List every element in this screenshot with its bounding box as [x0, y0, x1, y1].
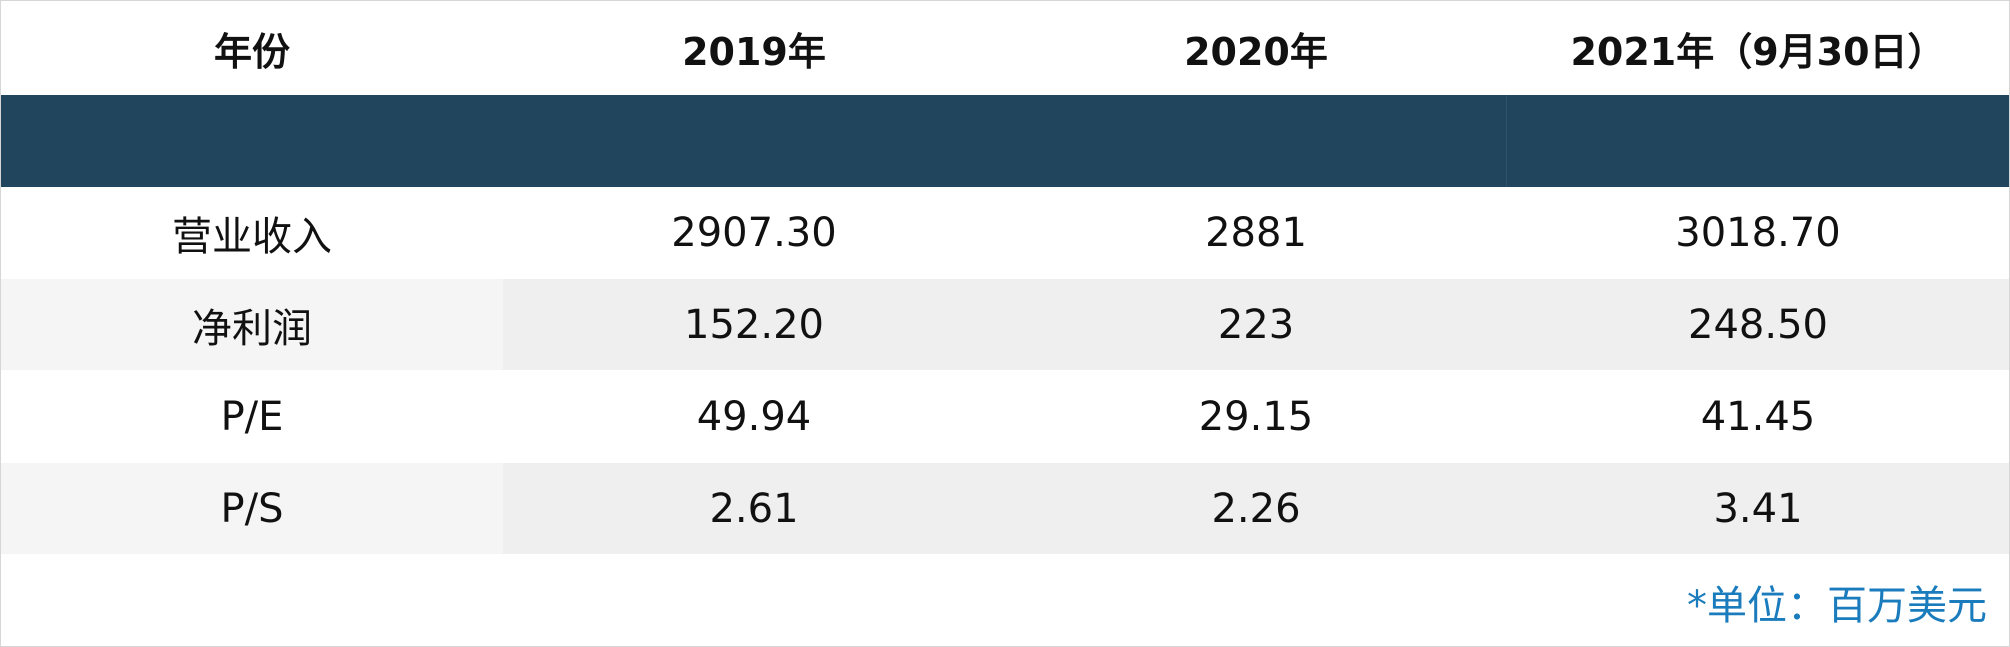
header-band — [1, 95, 2009, 187]
band-divider — [1506, 95, 1507, 187]
table-row: P/E 49.94 29.15 41.45 — [1, 371, 2009, 462]
row-label: P/E — [220, 393, 284, 440]
table-cell: 223 — [1005, 279, 1507, 370]
band-part — [1507, 95, 2009, 187]
table-cell: 2881 — [1205, 209, 1307, 256]
table-cell: 3018.70 — [1675, 209, 1841, 256]
header-cell: 2019年 — [682, 29, 826, 74]
header-cell: 2021年（9月30日） — [1570, 29, 1946, 74]
header-row: 年份 2019年 2020年 2021年（9月30日） — [1, 1, 2009, 95]
header-cell: 2020年 — [1184, 29, 1328, 74]
table-cell: 2.26 — [1005, 463, 1507, 554]
table-cell: 3.41 — [1507, 463, 2009, 554]
table-cell: 29.15 — [1198, 393, 1314, 440]
table-cell: 49.94 — [696, 393, 812, 440]
table-row: P/S 2.61 2.26 3.41 — [1, 463, 2009, 554]
table-row: 净利润 152.20 223 248.50 — [1, 279, 2009, 370]
table-row: 营业收入 2907.30 2881 3018.70 — [1, 187, 2009, 278]
table-cell: 41.45 — [1700, 393, 1816, 440]
row-label: P/S — [1, 463, 503, 554]
band-part — [1, 95, 1506, 187]
row-label: 净利润 — [1, 279, 503, 370]
table-cell: 2.61 — [503, 463, 1005, 554]
table-cell: 2907.30 — [671, 209, 837, 256]
unit-note: *单位：百万美元 — [1687, 583, 1987, 629]
row-label: 营业收入 — [172, 213, 332, 260]
header-cell: 年份 — [213, 29, 290, 74]
table-cell: 152.20 — [503, 279, 1005, 370]
table-cell: 248.50 — [1507, 279, 2009, 370]
